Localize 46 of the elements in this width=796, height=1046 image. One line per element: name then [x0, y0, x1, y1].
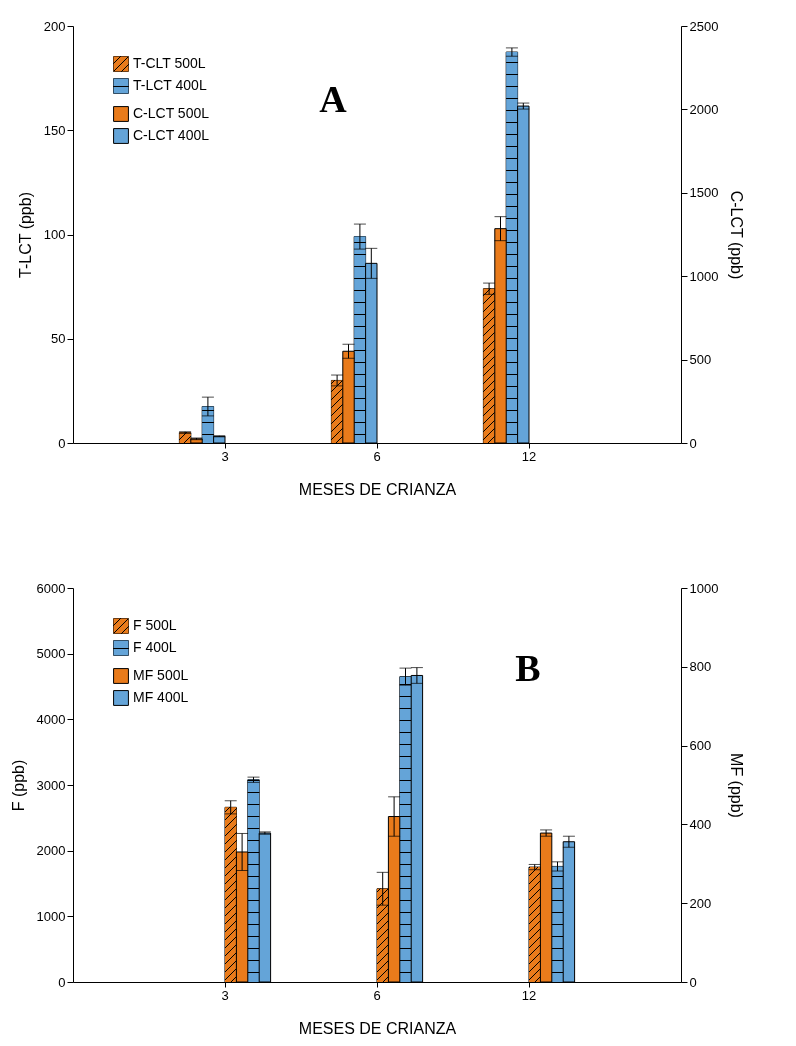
y2-tick-label: 200 — [689, 895, 712, 911]
x-tick-label: 6 — [373, 448, 381, 464]
y-tick-label: 5000 — [36, 646, 66, 662]
y-tick-label: 4000 — [36, 711, 66, 727]
y2-tick-label: 2000 — [689, 101, 719, 117]
y2-axis-title: C-LCT (ppb) — [728, 190, 746, 280]
y2-tick-label: 400 — [689, 816, 712, 832]
y-tick-label: 150 — [43, 122, 66, 138]
x-tick-label: 6 — [373, 987, 381, 1003]
x-tick-label: 12 — [521, 987, 537, 1003]
x-axis-title: MESES DE CRIANZA — [298, 1019, 457, 1037]
y-tick-label: 1000 — [36, 908, 66, 924]
y2-tick-label: 800 — [689, 659, 712, 675]
y-axis-title: F (ppb) — [9, 759, 27, 812]
y-tick-label: 6000 — [36, 580, 66, 596]
legend-label: C-LCT 500L — [133, 105, 210, 121]
y-tick-label: 0 — [58, 974, 66, 990]
annotation: A — [319, 78, 348, 120]
y2-tick-label: 600 — [689, 738, 712, 754]
y-tick-label: 0 — [58, 435, 66, 451]
y-tick-label: 200 — [43, 18, 66, 34]
y2-tick-label: 1500 — [689, 185, 719, 201]
legend-label: F 400L — [133, 639, 177, 655]
y-tick-label: 2000 — [36, 843, 66, 859]
y-tick-label: 50 — [51, 331, 66, 347]
y2-tick-label: 0 — [689, 974, 697, 990]
y2-axis-title: MF (ppb) — [728, 753, 746, 818]
x-axis-title: MESES DE CRIANZA — [298, 480, 457, 498]
y2-tick-label: 2500 — [689, 18, 719, 34]
y-axis-title: T-LCT (ppb) — [16, 192, 34, 278]
y-tick-label: 100 — [43, 227, 66, 242]
legend-label: C-LCT 400L — [133, 127, 210, 143]
legend-label: T-CLT 500L — [133, 55, 206, 71]
x-tick-label: 12 — [521, 448, 537, 464]
legend-label: F 500L — [133, 617, 177, 633]
annotation: B — [515, 647, 541, 689]
y-tick-label: 3000 — [36, 777, 66, 793]
legend-label: MF 500L — [133, 667, 189, 683]
y2-tick-label: 0 — [689, 435, 697, 451]
y2-tick-label: 500 — [689, 352, 712, 368]
x-tick-label: 3 — [221, 987, 229, 1003]
legend-label: T-LCT 400L — [133, 77, 207, 93]
y2-tick-label: 1000 — [689, 580, 719, 596]
y2-tick-label: 1000 — [689, 268, 719, 284]
legend-label: MF 400L — [133, 689, 189, 705]
x-tick-label: 3 — [221, 448, 229, 464]
